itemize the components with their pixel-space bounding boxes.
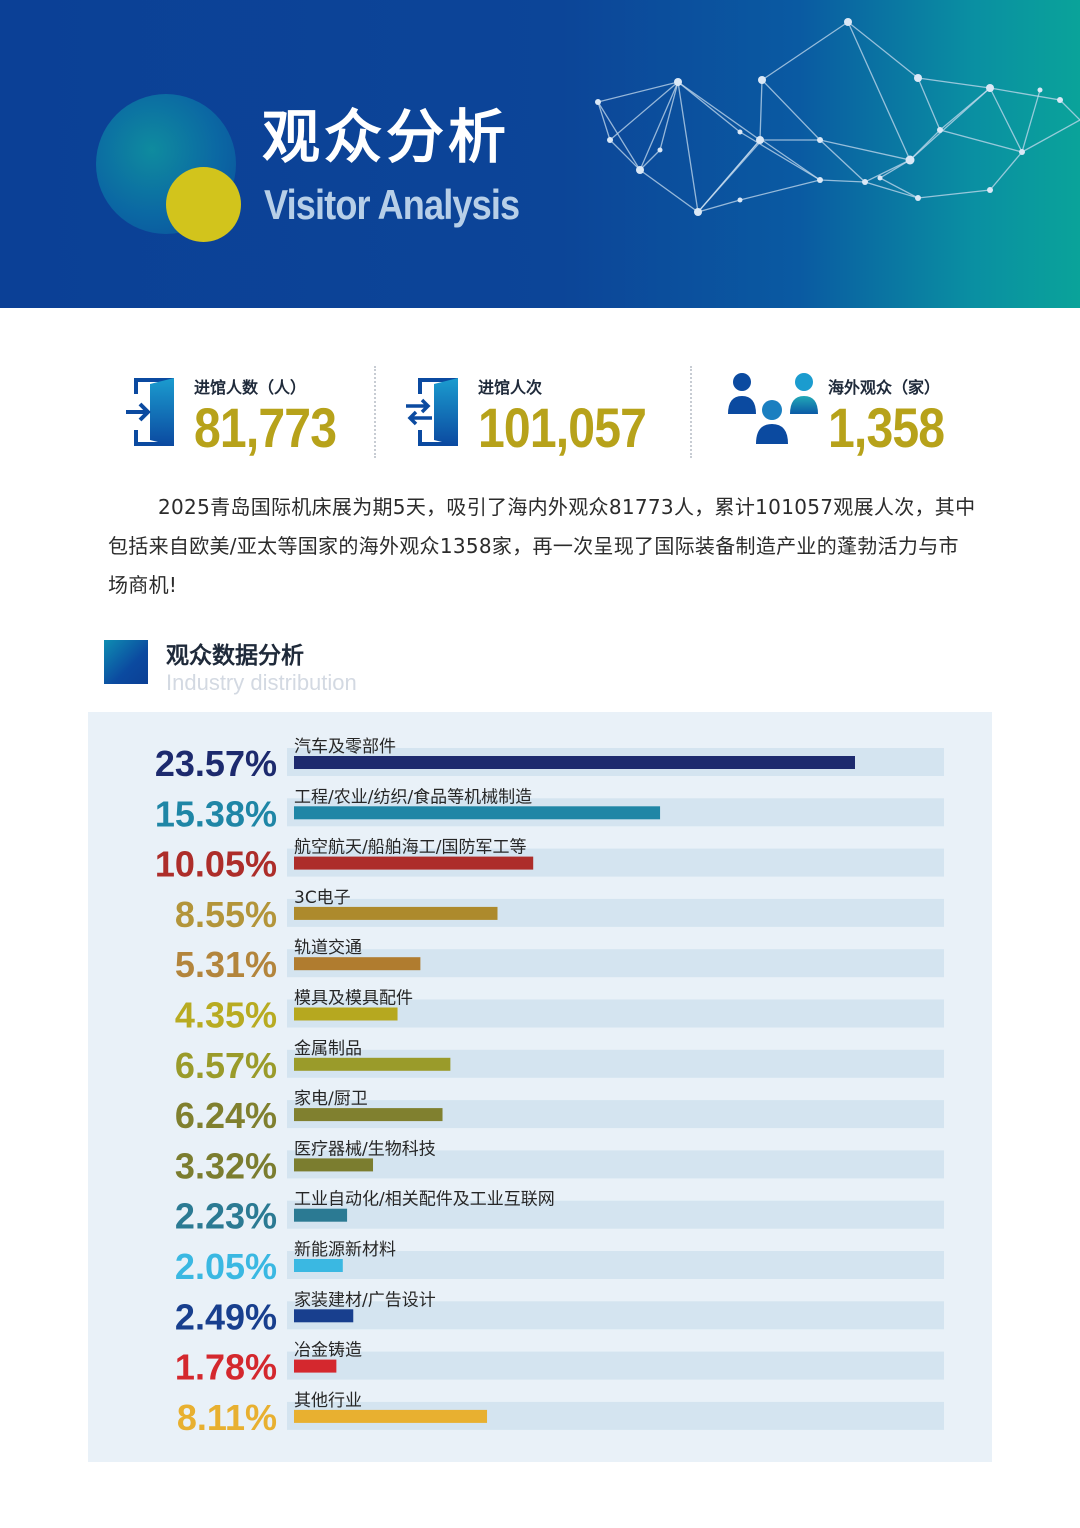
bar <box>294 906 498 920</box>
stat-label: 进馆人数（人） <box>194 378 307 397</box>
door-swap-icon <box>406 378 458 446</box>
bar <box>294 957 421 971</box>
category-label: 轨道交通 <box>294 938 362 958</box>
divider <box>374 366 376 458</box>
bar <box>294 856 534 870</box>
bar-track <box>287 1301 944 1330</box>
value-label: 10.05% <box>155 844 277 885</box>
value-label: 2.49% <box>175 1296 277 1337</box>
bar <box>294 1108 443 1122</box>
category-label: 家电/厨卫 <box>294 1089 368 1109</box>
page-title-en: Visitor Analysis <box>264 181 520 228</box>
bar <box>294 1409 488 1423</box>
bar-track <box>287 1251 944 1279</box>
bar <box>294 1057 451 1071</box>
value-label: 5.31% <box>175 944 277 985</box>
header-banner: 观众分析 Visitor Analysis <box>0 0 1080 308</box>
category-label: 汽车及零部件 <box>294 737 396 757</box>
stat-overseas: 海外观众（家） 1,358 <box>724 364 964 464</box>
door-enter-icon <box>126 378 174 446</box>
value-label: 23.57% <box>155 743 277 784</box>
value-label: 2.23% <box>175 1196 277 1237</box>
value-label: 1.78% <box>175 1347 277 1388</box>
category-label: 新能源新材料 <box>294 1240 396 1260</box>
bar <box>294 1359 337 1373</box>
category-label: 家装建材/广告设计 <box>294 1290 436 1310</box>
category-label: 模具及模具配件 <box>294 989 413 1009</box>
bar <box>294 806 661 820</box>
bar <box>294 756 855 769</box>
stat-visits: 进馆人次 101,057 <box>404 364 664 464</box>
intro-paragraph: 2025青岛国际机床展为期5天，吸引了海内外观众81773人，累计101057观… <box>108 495 976 597</box>
decorative-circle-yellow <box>166 167 241 242</box>
category-label: 医疗器械/生物科技 <box>294 1139 436 1159</box>
stat-value: 81,773 <box>194 396 337 459</box>
bar <box>294 1259 343 1272</box>
value-label: 2.05% <box>175 1246 277 1287</box>
stat-visitors: 进馆人数（人） 81,773 <box>124 364 354 464</box>
stat-label: 进馆人次 <box>478 378 543 397</box>
value-label: 6.24% <box>175 1095 277 1136</box>
chart-panel: 汽车及零部件 23.57% 工程/农业/纺织/食品等机械制造 15.38% 航空航天/船… <box>88 712 992 1462</box>
category-label: 其他行业 <box>294 1391 362 1411</box>
value-label: 3.32% <box>175 1145 277 1186</box>
people-group-icon <box>728 373 818 444</box>
value-label: 6.57% <box>175 1045 277 1086</box>
category-label: 工程/农业/纺织/食品等机械制造 <box>294 787 532 807</box>
value-label: 4.35% <box>175 995 277 1036</box>
value-label: 8.55% <box>175 894 277 935</box>
bar <box>294 1208 348 1222</box>
category-label: 3C电子 <box>294 888 351 908</box>
category-label: 金属制品 <box>294 1039 362 1059</box>
stat-value: 1,358 <box>828 396 945 459</box>
bar <box>294 1007 398 1021</box>
value-label: 8.11% <box>177 1397 277 1438</box>
stat-label: 海外观众（家） <box>828 378 941 397</box>
bar <box>294 1158 374 1172</box>
section-marker <box>104 640 148 684</box>
section-subtitle: Industry distribution <box>166 670 357 695</box>
category-label: 航空航天/船舶海工/国防军工等 <box>294 838 526 858</box>
bar-track <box>287 1351 944 1380</box>
industry-bar-chart: 汽车及零部件 23.57% 工程/农业/纺织/食品等机械制造 15.38% 航空航天/船… <box>155 737 944 1438</box>
stat-value: 101,057 <box>478 396 647 459</box>
page-title: 观众分析 <box>262 103 511 171</box>
network-decoration <box>595 18 1080 216</box>
divider <box>690 366 692 458</box>
bar-track <box>287 1150 944 1179</box>
bar-track <box>287 1200 944 1229</box>
category-label: 工业自动化/相关配件及工业互联网 <box>294 1190 555 1210</box>
section-title: 观众数据分析 <box>166 643 304 669</box>
value-label: 15.38% <box>155 793 277 834</box>
bar <box>294 1309 354 1323</box>
category-label: 冶金铸造 <box>294 1341 362 1361</box>
